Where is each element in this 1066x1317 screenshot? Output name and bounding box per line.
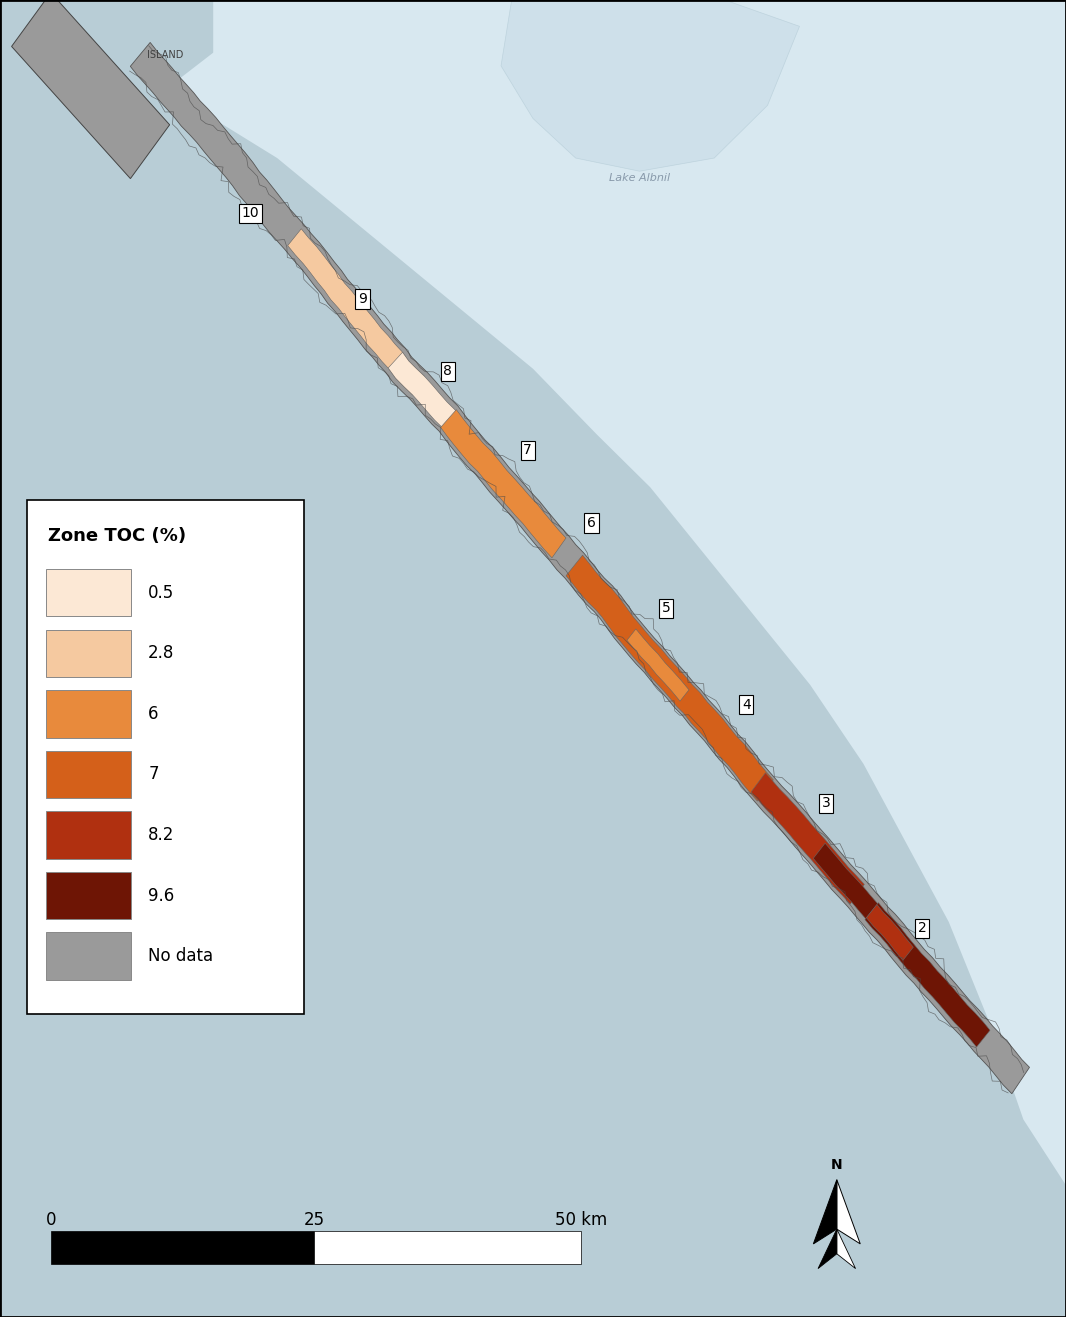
Polygon shape (388, 352, 475, 453)
Text: 2: 2 (918, 922, 926, 935)
Text: 7: 7 (523, 444, 532, 457)
Polygon shape (288, 229, 424, 395)
Text: 0: 0 (46, 1210, 56, 1229)
Bar (314, 1231, 581, 1264)
Text: 2.8: 2.8 (148, 644, 175, 662)
Text: 3: 3 (822, 797, 830, 810)
Text: Zone TOC (%): Zone TOC (%) (48, 527, 187, 545)
Text: 6: 6 (587, 516, 596, 529)
Bar (27, 500, 304, 1014)
Polygon shape (813, 1180, 837, 1243)
Polygon shape (627, 630, 689, 701)
Polygon shape (501, 0, 800, 171)
Polygon shape (566, 556, 773, 801)
Text: 50 km: 50 km (554, 1210, 608, 1229)
Bar (46, 872, 131, 919)
Polygon shape (837, 1180, 860, 1243)
Text: 5: 5 (662, 602, 671, 615)
Bar (46, 690, 131, 738)
Text: 7: 7 (148, 765, 159, 784)
Bar (46, 569, 131, 616)
Bar (46, 630, 131, 677)
Polygon shape (867, 905, 914, 960)
Polygon shape (752, 773, 865, 903)
Text: 8: 8 (443, 365, 452, 378)
Text: 0.5: 0.5 (148, 583, 175, 602)
Text: Lake Albnil: Lake Albnil (609, 173, 671, 183)
Bar (46, 751, 131, 798)
Polygon shape (440, 410, 566, 558)
Polygon shape (813, 843, 891, 935)
Bar (46, 932, 131, 980)
Text: 6: 6 (148, 705, 159, 723)
Polygon shape (130, 42, 1030, 1093)
Text: ISLAND: ISLAND (147, 50, 183, 61)
Bar (51, 1231, 314, 1264)
Polygon shape (12, 0, 169, 179)
Polygon shape (818, 1229, 837, 1268)
Text: 8.2: 8.2 (148, 826, 175, 844)
Polygon shape (171, 0, 1066, 1185)
Polygon shape (837, 1229, 856, 1268)
Text: 25: 25 (304, 1210, 325, 1229)
Text: 9.6: 9.6 (148, 886, 175, 905)
Text: N: N (831, 1158, 842, 1172)
Text: 10: 10 (242, 207, 259, 220)
Text: No data: No data (148, 947, 213, 965)
Text: 9: 9 (358, 292, 367, 306)
Text: 4: 4 (742, 698, 750, 711)
Bar (46, 811, 131, 859)
Polygon shape (865, 902, 990, 1047)
